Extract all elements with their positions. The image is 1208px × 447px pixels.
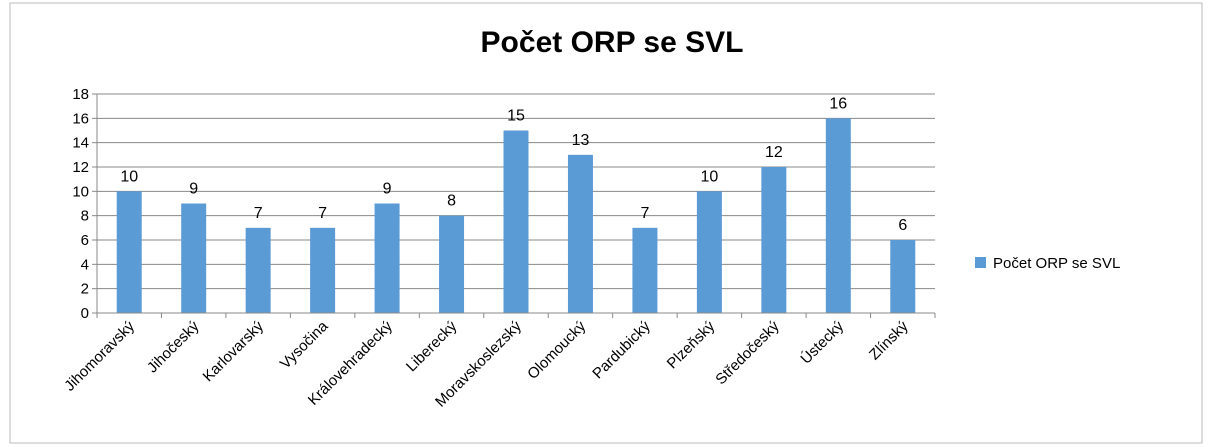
data-label: 12 [765, 144, 783, 161]
y-tick-label: 14 [72, 135, 89, 152]
y-tick-label: 4 [81, 256, 89, 273]
bar [503, 130, 529, 313]
y-tick-label: 12 [72, 159, 89, 176]
data-label: 16 [829, 95, 847, 112]
bar [181, 203, 207, 313]
bar [632, 227, 658, 313]
y-tick-label: 2 [81, 281, 89, 298]
y-tick-label: 0 [81, 305, 89, 322]
y-tick-label: 6 [81, 232, 89, 249]
data-label: 9 [383, 181, 392, 198]
data-label: 6 [898, 217, 907, 234]
legend-swatch [975, 257, 986, 268]
y-tick-label: 8 [81, 208, 89, 225]
bar [825, 118, 851, 313]
data-label: 7 [254, 205, 263, 222]
data-label: 13 [572, 132, 590, 149]
bar [116, 191, 142, 313]
y-tick-label: 16 [72, 110, 89, 127]
bar [439, 215, 465, 313]
bar [310, 227, 336, 313]
data-label: 10 [700, 168, 718, 185]
chart-border [9, 2, 1203, 444]
y-tick-label: 10 [72, 183, 89, 200]
bar [890, 240, 916, 313]
data-label: 7 [640, 205, 649, 222]
data-label: 8 [447, 193, 456, 210]
data-label: 15 [507, 108, 525, 125]
data-label: 9 [189, 181, 198, 198]
data-label: 7 [318, 205, 327, 222]
chart-title: Počet ORP se SVL [481, 26, 744, 59]
bar [696, 191, 722, 313]
data-label: 10 [120, 168, 138, 185]
bar [567, 154, 593, 313]
bar [374, 203, 400, 313]
bar [761, 167, 787, 313]
bar [245, 227, 271, 313]
y-tick-label: 18 [72, 86, 89, 103]
legend-label: Počet ORP se SVL [993, 255, 1120, 272]
